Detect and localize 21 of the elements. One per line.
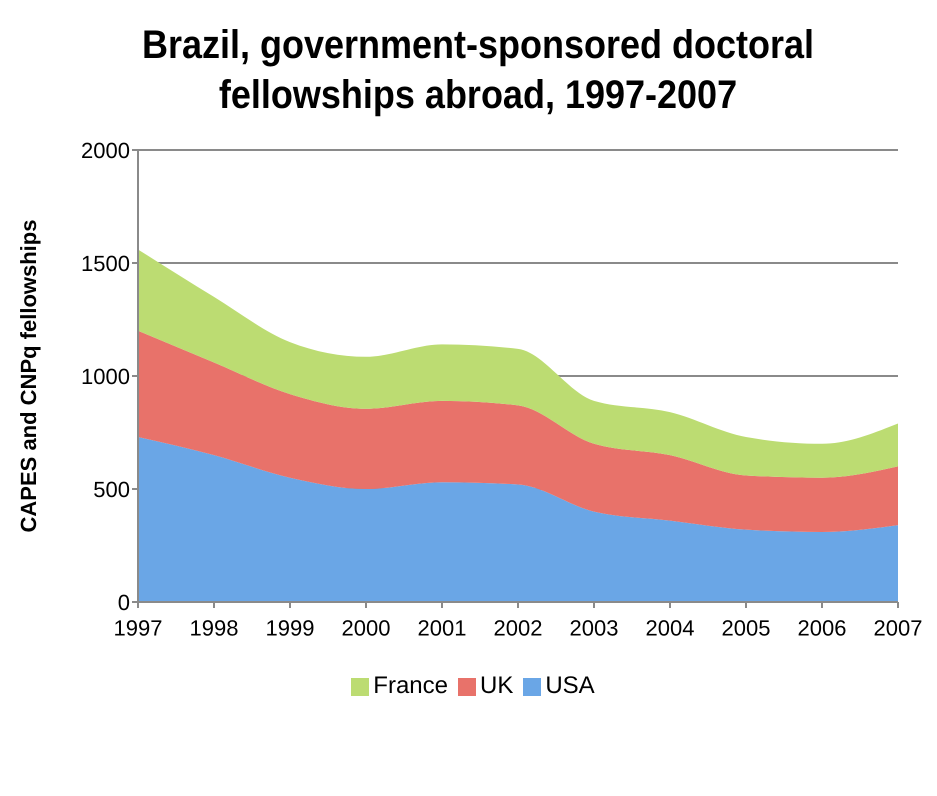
x-tick-label: 2002: [494, 616, 542, 641]
x-tick-label: 2004: [646, 616, 694, 641]
x-tick-label: 1999: [266, 616, 314, 641]
x-tick-label: 2007: [874, 616, 922, 641]
y-tick-label: 2000: [81, 138, 130, 163]
x-tick-label: 2003: [570, 616, 618, 641]
x-tick-label: 2005: [722, 616, 770, 641]
y-tick-label: 1000: [81, 364, 130, 389]
y-tick-label: 0: [118, 590, 130, 615]
x-tick-label: 2006: [798, 616, 846, 641]
x-tick-label: 1997: [114, 616, 162, 641]
y-tick-label: 500: [93, 476, 130, 502]
y-axis-title: CAPES and CNPq fellowships: [16, 220, 41, 532]
x-tick-label: 2000: [342, 616, 390, 641]
y-tick-label: 1500: [81, 250, 130, 276]
x-tick-label: 2001: [418, 616, 466, 641]
legend-label: UK: [480, 672, 514, 699]
x-tick-label: 1998: [190, 616, 238, 641]
chart-title: Brazil, government-sponsored doctoral fellowships abroad, 1997-2007: [140, 22, 816, 119]
legend-label: USA: [545, 672, 595, 699]
legend-label: France: [373, 672, 448, 699]
